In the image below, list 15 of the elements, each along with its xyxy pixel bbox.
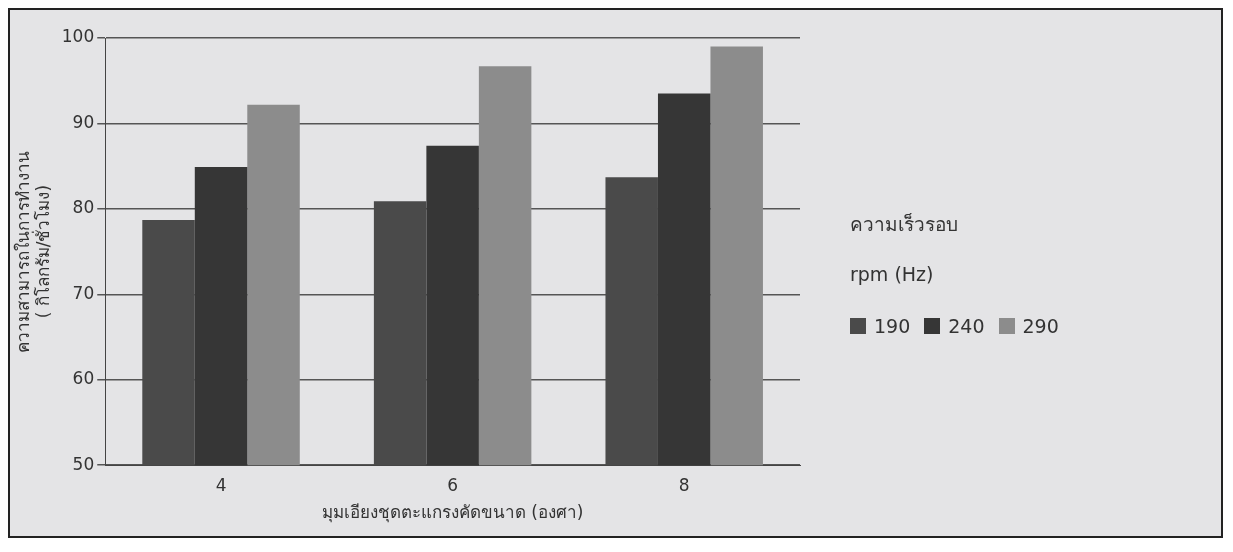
text: ความเร็วรอบ rpm (Hz)	[850, 213, 958, 285]
x-tick-label: 8	[678, 474, 690, 495]
x-tick-label: 4	[215, 474, 227, 495]
x-axis-title: มุมเอียงชุดตะแกรงคัดขนาด (องศา)	[321, 502, 584, 524]
y-tick-label: 60	[72, 368, 95, 389]
legend-label: 240	[948, 315, 985, 337]
y-tick-label: 80	[72, 197, 95, 218]
y-tick-label: 100	[61, 26, 95, 47]
legend-label: 190	[874, 315, 911, 337]
legend-label: 290	[1022, 315, 1059, 337]
y-tick-label: 90	[72, 111, 95, 132]
x-tick-label: 6	[447, 474, 459, 495]
y-tick-label: 70	[72, 282, 95, 303]
y-tick-label: 50	[72, 453, 95, 474]
y-axis-title: ความสามารถในการทำงาน ( กิโลกรัม/ชั่วโมง)	[12, 150, 54, 353]
